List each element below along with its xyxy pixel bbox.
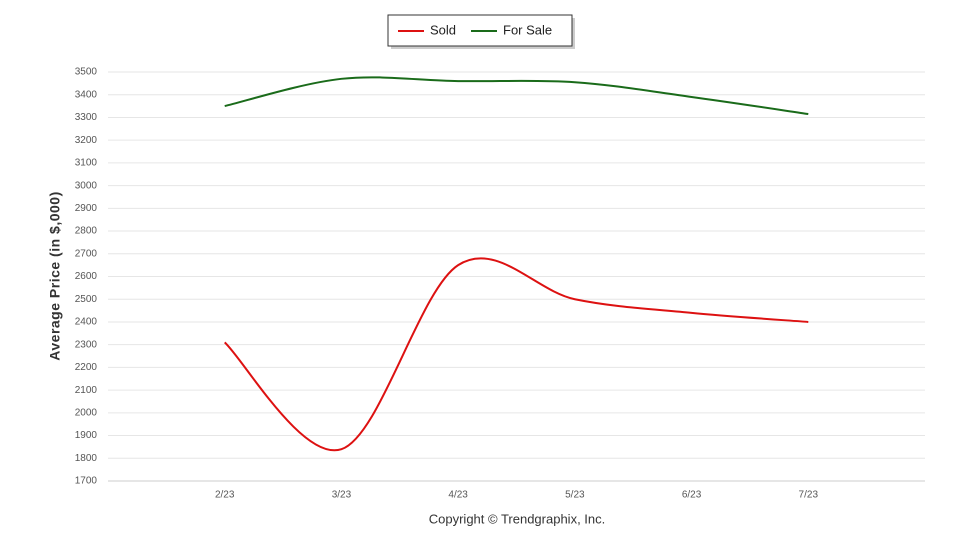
series-line	[224, 76, 809, 116]
x-tick-label: 6/23	[682, 490, 702, 501]
y-tick-label: 3200	[75, 135, 98, 146]
x-tick-label: 2/23	[215, 490, 235, 501]
x-tick-label: 4/23	[448, 490, 468, 501]
footer: Copyright © Trendgraphix, Inc.	[429, 511, 606, 526]
y-tick-label: 2700	[75, 248, 98, 259]
y-tick-label: 2400	[75, 317, 98, 328]
y-tick-label: 3400	[75, 89, 98, 100]
y-tick-label: 3300	[75, 112, 98, 123]
x-tick-label: 7/23	[799, 490, 819, 501]
y-tick-label: 2200	[75, 362, 98, 373]
y-tick-label: 2000	[75, 407, 98, 418]
y-tick-label: 2600	[75, 271, 98, 282]
y-tick-label: 1700	[75, 476, 98, 487]
y-tick-label: 1900	[75, 430, 98, 441]
legend-label: For Sale	[503, 22, 552, 37]
y-tick-label: 2800	[75, 226, 98, 237]
y-tick-label: 3100	[75, 158, 98, 169]
x-tick-label: 5/23	[565, 490, 585, 501]
y-tick-label: 3000	[75, 180, 98, 191]
y-axis-title: Average Price (in $,000)	[47, 191, 63, 360]
y-tick-label: 3500	[75, 67, 98, 78]
series-line	[224, 257, 809, 452]
legend-label: Sold	[430, 22, 456, 37]
y-tick-label: 2900	[75, 203, 98, 214]
y-tick-label: 2100	[75, 385, 98, 396]
y-tick-label: 2300	[75, 339, 98, 350]
y-tick-label: 2500	[75, 294, 98, 305]
x-tick-label: 3/23	[332, 490, 352, 501]
y-tick-label: 1800	[75, 453, 98, 464]
